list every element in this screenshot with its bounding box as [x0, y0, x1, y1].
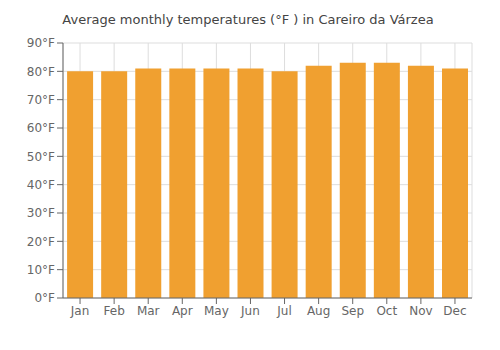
- svg-text:40°F: 40°F: [27, 178, 55, 192]
- svg-text:Jul: Jul: [276, 304, 291, 318]
- svg-text:Aug: Aug: [307, 304, 330, 318]
- svg-text:Oct: Oct: [376, 304, 397, 318]
- html-text:Average monthly temperatures (: Average monthly temperatures (°F ) in Ca…: [62, 12, 434, 27]
- svg-text:Nov: Nov: [409, 304, 432, 318]
- svg-text:80°F: 80°F: [27, 65, 55, 79]
- svg-text:30°F: 30°F: [27, 206, 55, 220]
- svg-text:Feb: Feb: [104, 304, 125, 318]
- svg-text:60°F: 60°F: [27, 121, 55, 135]
- svg-text:20°F: 20°F: [27, 235, 55, 249]
- svg-text:90°F: 90°F: [27, 36, 55, 50]
- svg-text:Sep: Sep: [341, 304, 364, 318]
- svg-text:70°F: 70°F: [27, 93, 55, 107]
- svg-text:Jan: Jan: [70, 304, 90, 318]
- svg-text:Apr: Apr: [172, 304, 193, 318]
- svg-text:Mar: Mar: [137, 304, 160, 318]
- svg-text:May: May: [204, 304, 229, 318]
- svg-text:0°F: 0°F: [34, 291, 55, 305]
- svg-text:Jun: Jun: [240, 304, 260, 318]
- svg-text:50°F: 50°F: [27, 150, 55, 164]
- svg-text:10°F: 10°F: [27, 263, 55, 277]
- svg-text:Dec: Dec: [443, 304, 466, 318]
